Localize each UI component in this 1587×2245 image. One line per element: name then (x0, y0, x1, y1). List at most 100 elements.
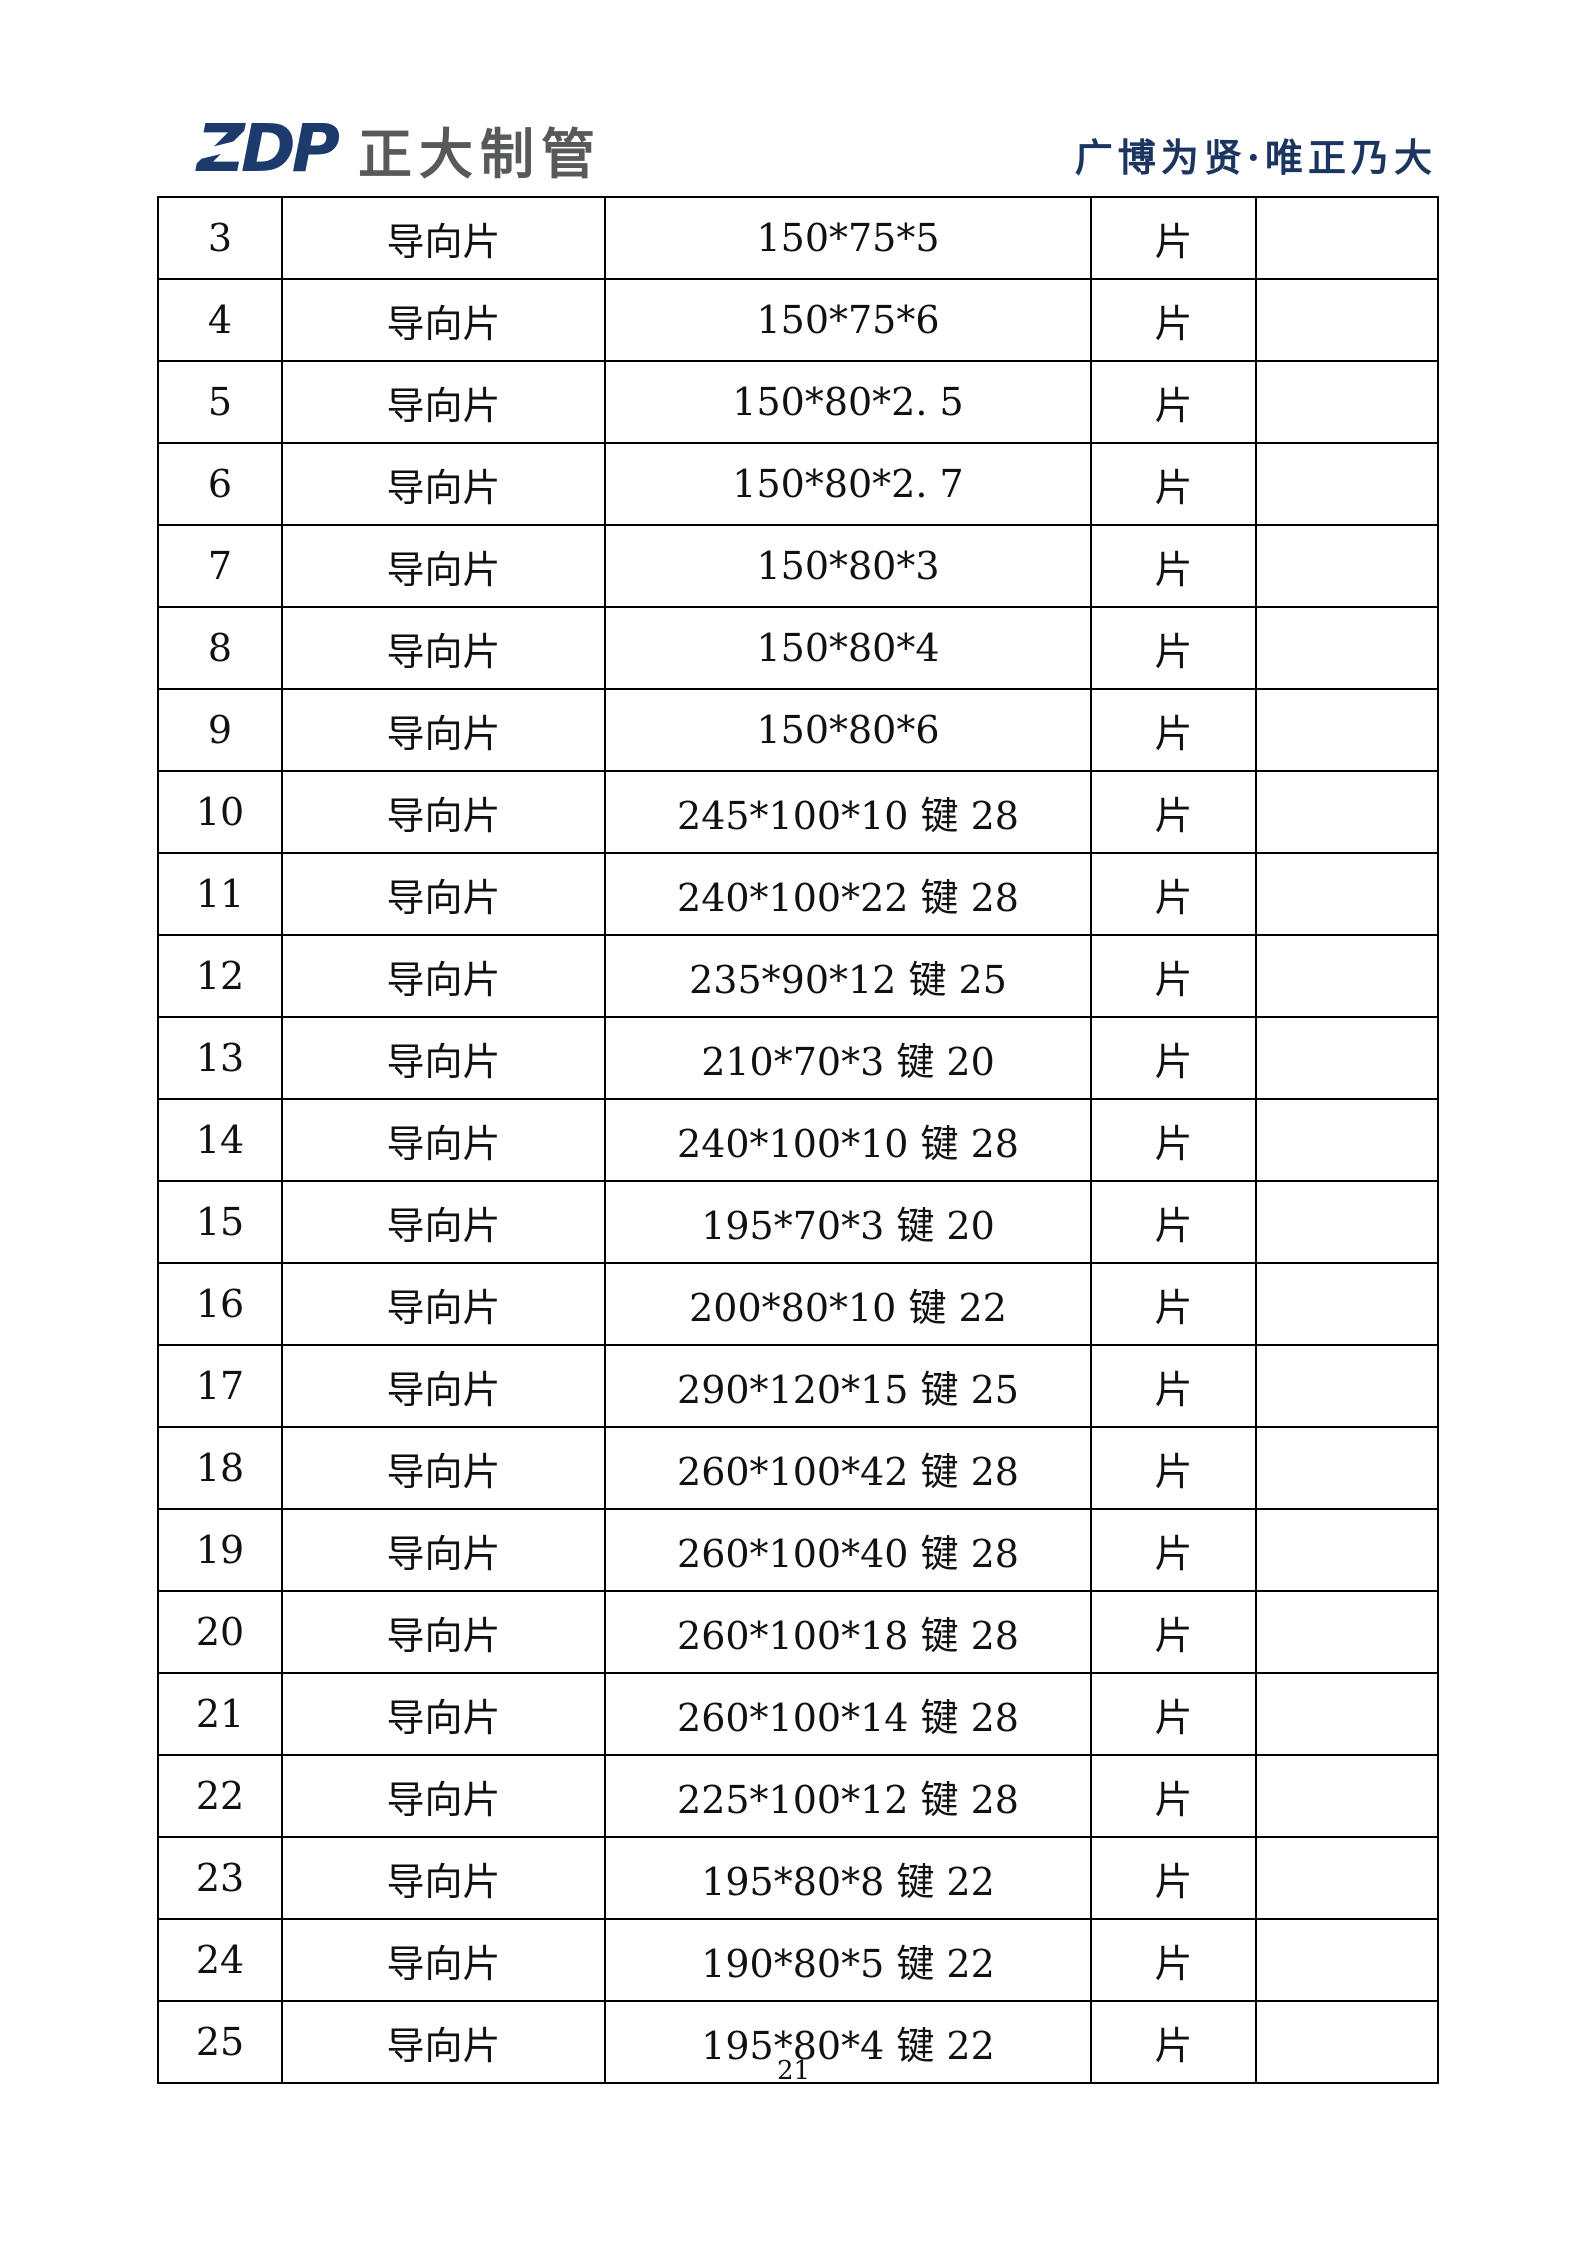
cell-row-number: 3 (157, 196, 283, 280)
cell-row-number: 15 (157, 1180, 283, 1264)
cell-part-name: 导向片 (281, 442, 606, 526)
cell-row-number: 10 (157, 770, 283, 854)
cell-spec: 290*120*15 键 25 (604, 1344, 1092, 1428)
table-row: 17 导向片 290*120*15 键 25 片 (157, 1344, 1439, 1428)
cell-note (1255, 1180, 1439, 1264)
cell-unit: 片 (1090, 196, 1257, 280)
cell-part-name: 导向片 (281, 1344, 606, 1428)
company-logo: ZDP 正大制管 (193, 116, 603, 186)
cell-unit: 片 (1090, 1426, 1257, 1510)
cell-spec: 150*80*2. 5 (604, 360, 1092, 444)
cell-row-number: 11 (157, 852, 283, 936)
table-row: 5 导向片 150*80*2. 5 片 (157, 360, 1439, 444)
cell-spec: 195*70*3 键 20 (604, 1180, 1092, 1264)
cell-row-number: 22 (157, 1754, 283, 1838)
parts-table-body: 3 导向片 150*75*5 片 4 导向片 150*75*6 片 5 导向片 … (157, 196, 1439, 2084)
cell-part-name: 导向片 (281, 1262, 606, 1346)
cell-note (1255, 1426, 1439, 1510)
cell-row-number: 24 (157, 1918, 283, 2002)
cell-unit: 片 (1090, 934, 1257, 1018)
cell-unit: 片 (1090, 688, 1257, 772)
cell-note (1255, 1262, 1439, 1346)
cell-part-name: 导向片 (281, 688, 606, 772)
table-row: 6 导向片 150*80*2. 7 片 (157, 442, 1439, 526)
cell-spec: 150*75*5 (604, 196, 1092, 280)
cell-unit: 片 (1090, 360, 1257, 444)
cell-unit: 片 (1090, 1836, 1257, 1920)
cell-note (1255, 196, 1439, 280)
cell-part-name: 导向片 (281, 1016, 606, 1100)
table-row: 21 导向片 260*100*14 键 28 片 (157, 1672, 1439, 1756)
cell-unit: 片 (1090, 1590, 1257, 1674)
cell-part-name: 导向片 (281, 1426, 606, 1510)
cell-part-name: 导向片 (281, 2000, 606, 2084)
cell-unit: 片 (1090, 1344, 1257, 1428)
cell-note (1255, 770, 1439, 854)
cell-unit: 片 (1090, 1098, 1257, 1182)
cell-row-number: 8 (157, 606, 283, 690)
cell-note (1255, 852, 1439, 936)
table-row: 16 导向片 200*80*10 键 22 片 (157, 1262, 1439, 1346)
cell-unit: 片 (1090, 1180, 1257, 1264)
table-row: 10 导向片 245*100*10 键 28 片 (157, 770, 1439, 854)
cell-note (1255, 934, 1439, 1018)
cell-part-name: 导向片 (281, 196, 606, 280)
cell-row-number: 14 (157, 1098, 283, 1182)
table-row: 8 导向片 150*80*4 片 (157, 606, 1439, 690)
table-row: 15 导向片 195*70*3 键 20 片 (157, 1180, 1439, 1264)
cell-spec: 260*100*40 键 28 (604, 1508, 1092, 1592)
cell-spec: 150*75*6 (604, 278, 1092, 362)
cell-unit: 片 (1090, 1016, 1257, 1100)
cell-row-number: 21 (157, 1672, 283, 1756)
cell-row-number: 16 (157, 1262, 283, 1346)
cell-unit: 片 (1090, 1508, 1257, 1592)
cell-note (1255, 1672, 1439, 1756)
cell-row-number: 18 (157, 1426, 283, 1510)
cell-spec: 195*80*4 键 22 (604, 2000, 1092, 2084)
cell-part-name: 导向片 (281, 524, 606, 608)
cell-spec: 150*80*4 (604, 606, 1092, 690)
company-name: 正大制管 (358, 123, 603, 186)
cell-part-name: 导向片 (281, 1590, 606, 1674)
cell-row-number: 17 (157, 1344, 283, 1428)
table-row: 11 导向片 240*100*22 键 28 片 (157, 852, 1439, 936)
cell-note (1255, 2000, 1439, 2084)
cell-note (1255, 360, 1439, 444)
cell-part-name: 导向片 (281, 1098, 606, 1182)
cell-row-number: 7 (157, 524, 283, 608)
cell-note (1255, 1098, 1439, 1182)
cell-note (1255, 688, 1439, 772)
cell-note (1255, 606, 1439, 690)
cell-note (1255, 1754, 1439, 1838)
cell-note (1255, 278, 1439, 362)
table-row: 23 导向片 195*80*8 键 22 片 (157, 1836, 1439, 1920)
cell-row-number: 13 (157, 1016, 283, 1100)
cell-unit: 片 (1090, 2000, 1257, 2084)
cell-row-number: 25 (157, 2000, 283, 2084)
cell-row-number: 6 (157, 442, 283, 526)
cell-part-name: 导向片 (281, 1672, 606, 1756)
cell-unit: 片 (1090, 1262, 1257, 1346)
cell-unit: 片 (1090, 524, 1257, 608)
table-row: 24 导向片 190*80*5 键 22 片 (157, 1918, 1439, 2002)
cell-note (1255, 1836, 1439, 1920)
cell-unit: 片 (1090, 852, 1257, 936)
cell-row-number: 23 (157, 1836, 283, 1920)
cell-part-name: 导向片 (281, 278, 606, 362)
table-row: 19 导向片 260*100*40 键 28 片 (157, 1508, 1439, 1592)
table-row: 13 导向片 210*70*3 键 20 片 (157, 1016, 1439, 1100)
cell-spec: 245*100*10 键 28 (604, 770, 1092, 854)
table-row: 7 导向片 150*80*3 片 (157, 524, 1439, 608)
table-row: 20 导向片 260*100*18 键 28 片 (157, 1590, 1439, 1674)
cell-unit: 片 (1090, 1672, 1257, 1756)
parts-spec-table: 3 导向片 150*75*5 片 4 导向片 150*75*6 片 5 导向片 … (157, 196, 1439, 2084)
cell-spec: 260*100*18 键 28 (604, 1590, 1092, 1674)
cell-unit: 片 (1090, 442, 1257, 526)
cell-part-name: 导向片 (281, 1508, 606, 1592)
table-row: 25 导向片 195*80*4 键 22 片 (157, 2000, 1439, 2084)
cell-part-name: 导向片 (281, 770, 606, 854)
cell-spec: 200*80*10 键 22 (604, 1262, 1092, 1346)
cell-note (1255, 1590, 1439, 1674)
cell-spec: 150*80*6 (604, 688, 1092, 772)
